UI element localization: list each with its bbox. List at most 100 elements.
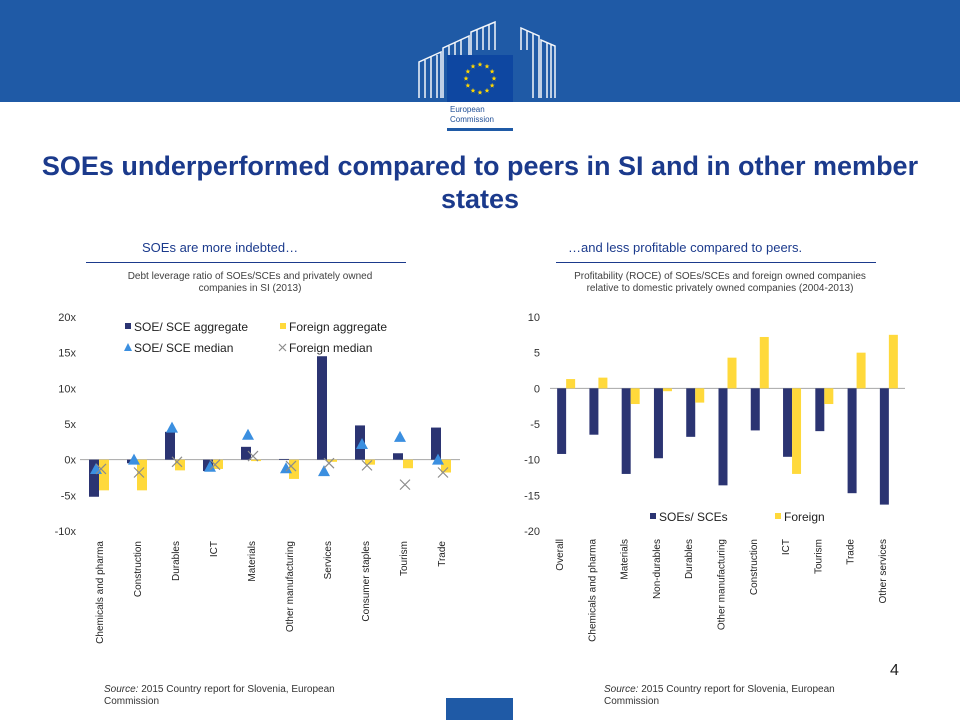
- category-label: Non-durables: [652, 539, 663, 599]
- soe-bar: [750, 388, 760, 431]
- foreign-bar: [759, 336, 769, 389]
- eu-flag: [447, 55, 513, 102]
- soe-bar: [557, 388, 567, 454]
- eu-star-icon: [491, 75, 497, 81]
- left-chart-title: Debt leverage ratio of SOEs/SCEs and pri…: [127, 271, 373, 294]
- legend-swatch: [278, 343, 287, 352]
- legend-label: Foreign median: [289, 341, 372, 355]
- category-label: Tourism: [399, 541, 410, 576]
- legend-swatch: [125, 323, 131, 329]
- foreign-bar: [888, 334, 898, 389]
- soe-bar: [847, 388, 857, 494]
- logo-line2: Commission: [450, 115, 495, 124]
- soe-bar: [783, 388, 793, 457]
- category-label: Construction: [133, 541, 144, 597]
- source-left-label: Source:: [104, 684, 139, 695]
- soe-bar: [431, 427, 441, 460]
- foreign-median-marker: [285, 460, 297, 472]
- logo-text: European Commission: [450, 105, 494, 125]
- soe-bar: [718, 388, 728, 486]
- soe-bar: [241, 446, 251, 460]
- category-label: Services: [323, 541, 334, 579]
- source-right-text: 2015 Country report for Slovenia, Europe…: [604, 684, 835, 707]
- soe-bar: [815, 388, 825, 432]
- foreign-median-marker: [133, 467, 145, 478]
- foreign-bar: [441, 459, 451, 473]
- category-label: Other manufacturing: [717, 539, 728, 630]
- category-label: Chemicals and pharma: [95, 541, 106, 644]
- category-label: Durables: [171, 541, 182, 581]
- eu-star-icon: [470, 63, 476, 69]
- eu-star-icon: [489, 82, 495, 88]
- legend-label: Foreign: [784, 510, 825, 524]
- foreign-median-marker: [209, 459, 221, 471]
- eu-star-icon: [484, 63, 490, 69]
- foreign-bar: [598, 377, 608, 389]
- legend-swatch: [650, 513, 656, 519]
- category-label: ICT: [781, 539, 792, 555]
- eu-star-icon: [470, 88, 476, 93]
- legend-swatch: [124, 343, 132, 351]
- source-right-label: Source:: [604, 684, 639, 695]
- foreign-median-marker: [399, 479, 411, 491]
- foreign-bar: [99, 459, 109, 491]
- source-right: Source: 2015 Country report for Slovenia…: [604, 684, 864, 708]
- foreign-bar: [403, 459, 413, 469]
- soe-median-marker: [318, 465, 330, 477]
- y-tick-label: 0: [534, 383, 540, 395]
- right-chart-title: Profitability (ROCE) of SOEs/SCEs and fo…: [574, 271, 866, 294]
- soe-median-marker: [128, 453, 140, 465]
- soe-median-marker: [356, 437, 368, 449]
- soe-bar: [621, 388, 631, 474]
- eu-star-icon: [477, 89, 483, 95]
- soe-bar: [279, 458, 289, 460]
- category-label: Overall: [555, 539, 566, 571]
- category-label: Tourism: [813, 539, 824, 574]
- foreign-median-marker: [437, 467, 449, 478]
- source-left-text: 2015 Country report for Slovenia, Europe…: [104, 684, 335, 707]
- y-tick-label: 20x: [58, 312, 76, 324]
- y-tick-label: -5: [530, 419, 540, 431]
- y-tick-label: -5x: [61, 490, 77, 502]
- eu-star-icon: [484, 88, 490, 93]
- foreign-bar: [630, 388, 640, 405]
- foreign-bar: [566, 379, 576, 389]
- soe-bar: [317, 356, 327, 460]
- category-label: Trade: [437, 541, 448, 567]
- leverage-chart: 20x 15x 10x 5x 0x -5x -10x Chemicals and pharma…: [55, 312, 460, 644]
- y-tick-label: 0x: [64, 455, 76, 467]
- foreign-bar: [662, 388, 672, 392]
- soe-median-marker: [432, 453, 444, 465]
- logo-line1: European: [450, 105, 485, 114]
- soe-bar: [879, 388, 889, 505]
- category-label: Durables: [684, 539, 695, 579]
- foreign-bar: [824, 388, 834, 405]
- soe-bar: [165, 431, 175, 460]
- foreign-bar: [856, 352, 866, 389]
- soe-median-marker: [166, 421, 178, 433]
- source-left: Source: 2015 Country report for Slovenia…: [104, 684, 364, 708]
- right-subtitle: …and less profitable compared to peers.: [568, 240, 803, 255]
- slide-title: SOEs underperformed compared to peers in…: [41, 151, 919, 214]
- y-tick-label: 10: [528, 312, 540, 324]
- y-tick-label: 15x: [58, 348, 76, 360]
- foreign-median-marker: [95, 463, 107, 475]
- eu-star-icon: [465, 68, 471, 74]
- soe-bar: [686, 388, 696, 437]
- left-subtitle: SOEs are more indebted…: [142, 240, 299, 255]
- eu-stars-icon: [463, 61, 497, 95]
- y-tick-label: -15: [524, 490, 540, 502]
- legend-swatch: [280, 323, 286, 329]
- page-number: 4: [890, 662, 899, 679]
- y-tick-label: 5x: [64, 419, 76, 431]
- foreign-median-marker: [323, 457, 335, 469]
- eu-star-icon: [463, 75, 469, 81]
- category-label: ICT: [209, 541, 220, 557]
- category-label: Other services: [878, 539, 889, 603]
- soe-bar: [589, 388, 599, 435]
- right-subtitle-rule: [556, 262, 876, 263]
- category-label: Consumer staples: [361, 541, 372, 622]
- eu-star-icon: [465, 82, 471, 88]
- logo-underline: [447, 128, 513, 131]
- y-tick-label: 10x: [58, 383, 76, 395]
